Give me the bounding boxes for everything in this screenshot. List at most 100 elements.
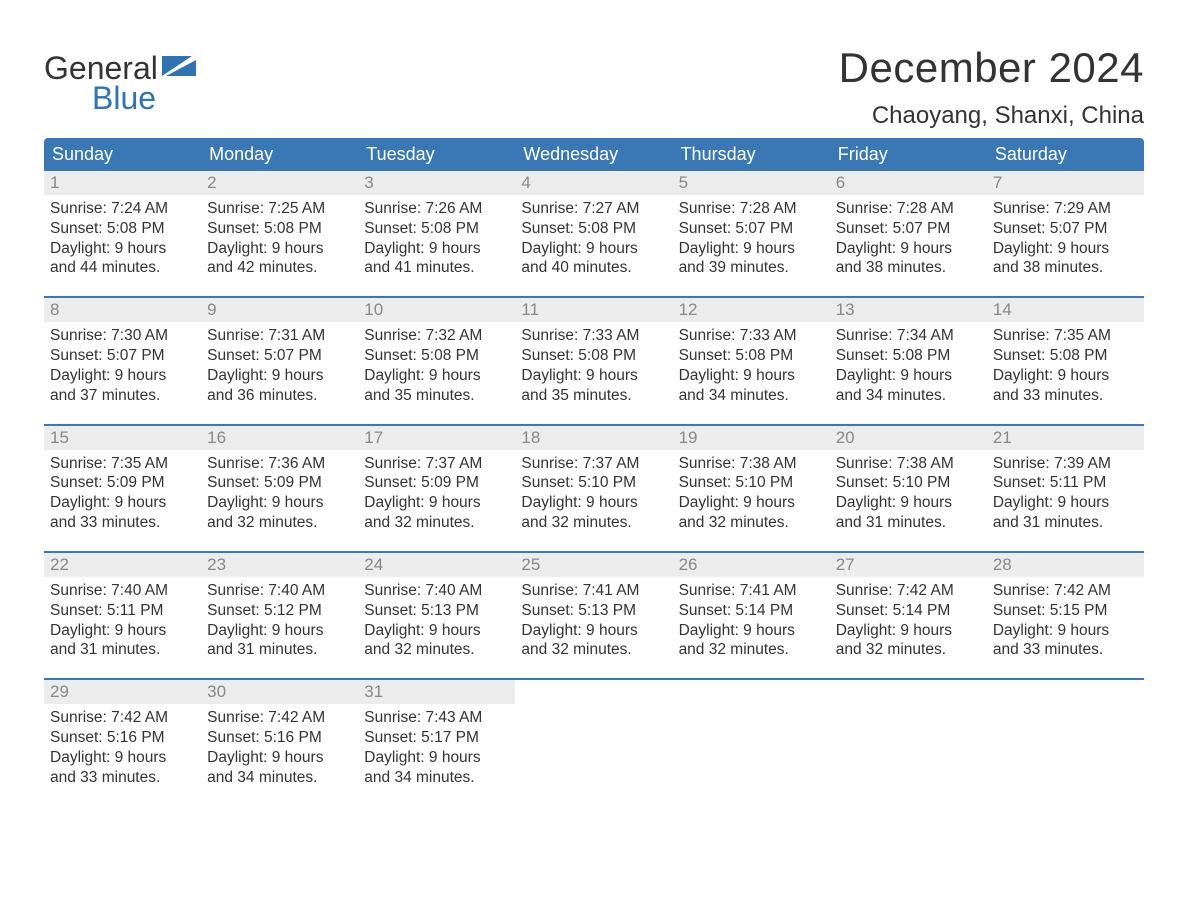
cell-day1: Daylight: 9 hours xyxy=(50,748,195,768)
cell-sunset: Sunset: 5:10 PM xyxy=(836,473,981,493)
day-header-wed: Wednesday xyxy=(515,138,672,171)
day-header-mon: Monday xyxy=(201,138,358,171)
cell-sunset: Sunset: 5:07 PM xyxy=(50,346,195,366)
cell-sunset: Sunset: 5:09 PM xyxy=(207,473,352,493)
cell-day2: and 38 minutes. xyxy=(993,258,1138,278)
cell-sunrise: Sunrise: 7:36 AM xyxy=(207,454,352,474)
calendar-cell: 28Sunrise: 7:42 AMSunset: 5:15 PMDayligh… xyxy=(987,553,1144,662)
cell-sunrise: Sunrise: 7:31 AM xyxy=(207,326,352,346)
cell-sunrise: Sunrise: 7:41 AM xyxy=(521,581,666,601)
cell-sunrise: Sunrise: 7:42 AM xyxy=(993,581,1138,601)
cell-body: Sunrise: 7:40 AMSunset: 5:12 PMDaylight:… xyxy=(201,577,358,662)
cell-day2: and 32 minutes. xyxy=(364,513,509,533)
date-number: 20 xyxy=(830,426,987,450)
cell-sunset: Sunset: 5:07 PM xyxy=(679,219,824,239)
cell-day1: Daylight: 9 hours xyxy=(50,621,195,641)
cell-body: Sunrise: 7:28 AMSunset: 5:07 PMDaylight:… xyxy=(673,195,830,280)
cell-day2: and 34 minutes. xyxy=(836,386,981,406)
cell-sunrise: Sunrise: 7:25 AM xyxy=(207,199,352,219)
week-row: 8Sunrise: 7:30 AMSunset: 5:07 PMDaylight… xyxy=(44,296,1144,407)
date-number: 21 xyxy=(987,426,1144,450)
calendar-cell: 4Sunrise: 7:27 AMSunset: 5:08 PMDaylight… xyxy=(515,171,672,280)
week-row: 1Sunrise: 7:24 AMSunset: 5:08 PMDaylight… xyxy=(44,171,1144,280)
cell-day2: and 35 minutes. xyxy=(521,386,666,406)
cell-body: Sunrise: 7:28 AMSunset: 5:07 PMDaylight:… xyxy=(830,195,987,280)
date-number xyxy=(987,680,1144,684)
cell-day2: and 32 minutes. xyxy=(679,640,824,660)
cell-day1: Daylight: 9 hours xyxy=(993,366,1138,386)
calendar-cell: 18Sunrise: 7:37 AMSunset: 5:10 PMDayligh… xyxy=(515,426,672,535)
date-number: 17 xyxy=(358,426,515,450)
cell-sunrise: Sunrise: 7:40 AM xyxy=(50,581,195,601)
cell-sunrise: Sunrise: 7:34 AM xyxy=(836,326,981,346)
cell-sunrise: Sunrise: 7:27 AM xyxy=(521,199,666,219)
cell-body: Sunrise: 7:42 AMSunset: 5:16 PMDaylight:… xyxy=(201,704,358,789)
cell-body: Sunrise: 7:42 AMSunset: 5:14 PMDaylight:… xyxy=(830,577,987,662)
date-number: 31 xyxy=(358,680,515,704)
cell-sunset: Sunset: 5:12 PM xyxy=(207,601,352,621)
cell-sunrise: Sunrise: 7:37 AM xyxy=(364,454,509,474)
cell-day1: Daylight: 9 hours xyxy=(521,621,666,641)
cell-sunset: Sunset: 5:10 PM xyxy=(521,473,666,493)
date-number xyxy=(830,680,987,684)
day-header-sat: Saturday xyxy=(987,138,1144,171)
cell-day1: Daylight: 9 hours xyxy=(207,493,352,513)
calendar-cell: 21Sunrise: 7:39 AMSunset: 5:11 PMDayligh… xyxy=(987,426,1144,535)
cell-sunrise: Sunrise: 7:39 AM xyxy=(993,454,1138,474)
week-row: 22Sunrise: 7:40 AMSunset: 5:11 PMDayligh… xyxy=(44,551,1144,662)
calendar-cell: 26Sunrise: 7:41 AMSunset: 5:14 PMDayligh… xyxy=(673,553,830,662)
cell-day2: and 32 minutes. xyxy=(836,640,981,660)
cell-day1: Daylight: 9 hours xyxy=(207,748,352,768)
cell-sunrise: Sunrise: 7:30 AM xyxy=(50,326,195,346)
date-number: 9 xyxy=(201,298,358,322)
cell-sunrise: Sunrise: 7:40 AM xyxy=(364,581,509,601)
calendar-cell xyxy=(830,680,987,789)
cell-day2: and 32 minutes. xyxy=(521,640,666,660)
cell-day2: and 32 minutes. xyxy=(521,513,666,533)
cell-sunset: Sunset: 5:08 PM xyxy=(836,346,981,366)
cell-day1: Daylight: 9 hours xyxy=(521,239,666,259)
cell-day2: and 33 minutes. xyxy=(50,513,195,533)
calendar-cell: 24Sunrise: 7:40 AMSunset: 5:13 PMDayligh… xyxy=(358,553,515,662)
cell-body: Sunrise: 7:35 AMSunset: 5:08 PMDaylight:… xyxy=(987,322,1144,407)
calendar-cell: 19Sunrise: 7:38 AMSunset: 5:10 PMDayligh… xyxy=(673,426,830,535)
date-number: 11 xyxy=(515,298,672,322)
cell-sunset: Sunset: 5:08 PM xyxy=(521,346,666,366)
date-number: 2 xyxy=(201,171,358,195)
date-number: 28 xyxy=(987,553,1144,577)
cell-body: Sunrise: 7:42 AMSunset: 5:16 PMDaylight:… xyxy=(44,704,201,789)
date-number: 30 xyxy=(201,680,358,704)
calendar-cell: 15Sunrise: 7:35 AMSunset: 5:09 PMDayligh… xyxy=(44,426,201,535)
date-number: 1 xyxy=(44,171,201,195)
cell-day2: and 36 minutes. xyxy=(207,386,352,406)
cell-body: Sunrise: 7:25 AMSunset: 5:08 PMDaylight:… xyxy=(201,195,358,280)
cell-sunset: Sunset: 5:09 PM xyxy=(50,473,195,493)
cell-day2: and 31 minutes. xyxy=(836,513,981,533)
date-number: 7 xyxy=(987,171,1144,195)
cell-body: Sunrise: 7:40 AMSunset: 5:13 PMDaylight:… xyxy=(358,577,515,662)
calendar-cell: 16Sunrise: 7:36 AMSunset: 5:09 PMDayligh… xyxy=(201,426,358,535)
cell-body: Sunrise: 7:40 AMSunset: 5:11 PMDaylight:… xyxy=(44,577,201,662)
cell-day2: and 41 minutes. xyxy=(364,258,509,278)
cell-day1: Daylight: 9 hours xyxy=(364,239,509,259)
cell-day2: and 34 minutes. xyxy=(679,386,824,406)
cell-day1: Daylight: 9 hours xyxy=(679,239,824,259)
cell-day1: Daylight: 9 hours xyxy=(207,621,352,641)
calendar-cell: 7Sunrise: 7:29 AMSunset: 5:07 PMDaylight… xyxy=(987,171,1144,280)
day-header-sun: Sunday xyxy=(44,138,201,171)
date-number: 25 xyxy=(515,553,672,577)
cell-day2: and 34 minutes. xyxy=(364,768,509,788)
cell-body: Sunrise: 7:26 AMSunset: 5:08 PMDaylight:… xyxy=(358,195,515,280)
cell-sunrise: Sunrise: 7:38 AM xyxy=(836,454,981,474)
cell-sunrise: Sunrise: 7:29 AM xyxy=(993,199,1138,219)
cell-day1: Daylight: 9 hours xyxy=(364,748,509,768)
date-number: 15 xyxy=(44,426,201,450)
cell-sunset: Sunset: 5:16 PM xyxy=(50,728,195,748)
cell-day2: and 31 minutes. xyxy=(50,640,195,660)
date-number: 3 xyxy=(358,171,515,195)
cell-day1: Daylight: 9 hours xyxy=(836,493,981,513)
calendar-cell: 8Sunrise: 7:30 AMSunset: 5:07 PMDaylight… xyxy=(44,298,201,407)
day-header-thu: Thursday xyxy=(673,138,830,171)
location: Chaoyang, Shanxi, China xyxy=(839,102,1144,130)
date-number: 10 xyxy=(358,298,515,322)
